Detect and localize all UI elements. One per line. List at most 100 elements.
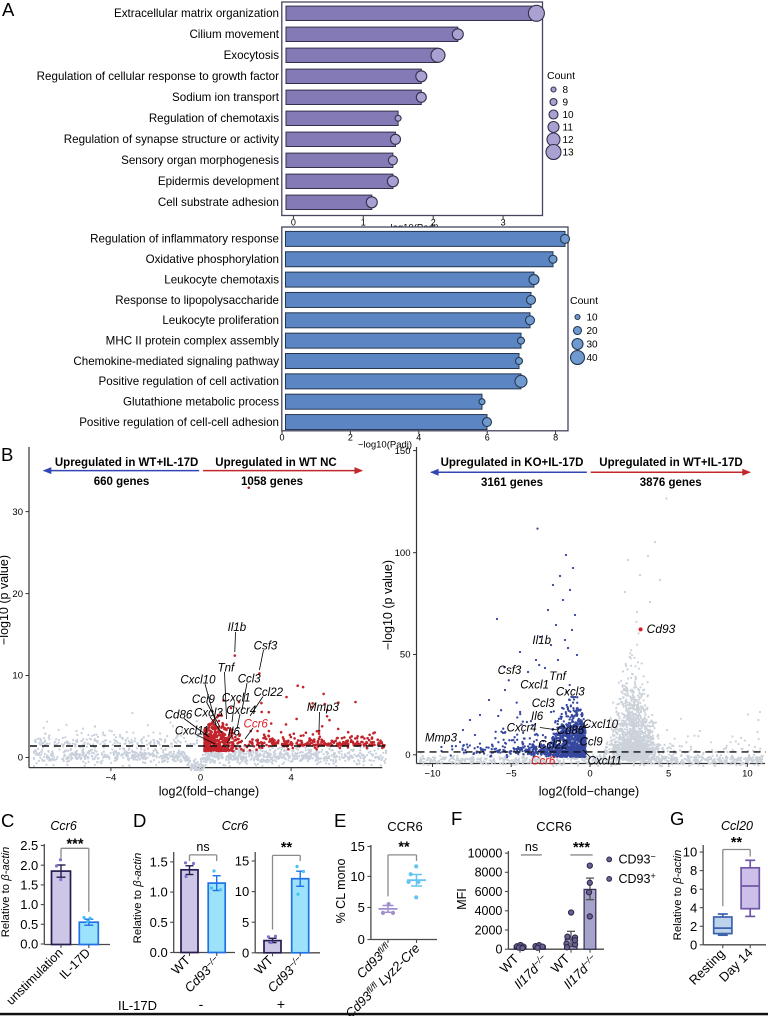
svg-text:1.0: 1.0 <box>20 897 38 912</box>
svg-text:11: 11 <box>563 123 574 134</box>
svg-text:Cd93: Cd93 <box>647 622 676 636</box>
svg-text:0: 0 <box>405 750 410 761</box>
svg-text:100: 100 <box>395 548 411 559</box>
svg-text:40: 40 <box>587 353 599 364</box>
svg-text:E: E <box>334 810 346 831</box>
svg-text:6000: 6000 <box>475 885 503 899</box>
svg-text:2: 2 <box>690 919 697 934</box>
svg-text:Glutathione metabolic process: Glutathione metabolic process <box>123 396 279 409</box>
svg-text:0: 0 <box>358 932 365 947</box>
svg-text:0: 0 <box>495 943 502 957</box>
svg-text:***: *** <box>67 837 84 853</box>
svg-text:4: 4 <box>416 433 421 443</box>
svg-text:Mmp3: Mmp3 <box>307 702 340 714</box>
svg-text:1058 genes: 1058 genes <box>241 476 303 488</box>
svg-text:Cxcl10: Cxcl10 <box>583 719 619 731</box>
svg-text:10: 10 <box>12 671 23 682</box>
svg-text:9: 9 <box>563 98 569 109</box>
svg-text:50: 50 <box>400 650 411 661</box>
svg-text:Tnf: Tnf <box>218 662 236 674</box>
svg-text:CCR6: CCR6 <box>536 819 571 834</box>
svg-text:Positive regulation of cell-ce: Positive regulation of cell-cell adhesio… <box>79 416 279 429</box>
svg-text:+: + <box>277 996 285 1012</box>
svg-text:5: 5 <box>358 900 365 915</box>
svg-text:Cxcl10: Cxcl10 <box>180 675 216 687</box>
svg-text:Il6: Il6 <box>228 727 241 739</box>
svg-text:10: 10 <box>742 769 753 780</box>
svg-text:CCR6: CCR6 <box>387 819 422 834</box>
svg-text:5: 5 <box>666 769 671 780</box>
svg-text:0: 0 <box>690 937 697 952</box>
svg-text:1.5: 1.5 <box>20 877 38 892</box>
svg-text:Upregulated in WT+IL-17D: Upregulated in WT+IL-17D <box>599 457 742 469</box>
svg-text:Chemokine-mediated signaling p: Chemokine-mediated signaling pathway <box>73 355 279 368</box>
svg-text:Upregulated in KO+IL-17D: Upregulated in KO+IL-17D <box>441 457 584 469</box>
svg-text:4: 4 <box>690 900 697 915</box>
svg-text:Epidermis development: Epidermis development <box>158 175 280 188</box>
svg-text:Ccl3: Ccl3 <box>238 673 262 685</box>
svg-text:−10: −10 <box>424 769 440 780</box>
svg-text:−log10(Padj): −log10(Padj) <box>358 440 412 451</box>
svg-text:% CL mono: % CL mono <box>334 859 348 924</box>
svg-text:Regulation of synapse structur: Regulation of synapse structure or activ… <box>64 133 279 146</box>
svg-text:-: - <box>199 996 204 1012</box>
svg-text:0: 0 <box>587 769 592 780</box>
svg-text:1: 1 <box>361 218 366 228</box>
svg-text:2.5: 2.5 <box>20 838 38 853</box>
svg-text:3876 genes: 3876 genes <box>640 477 702 489</box>
svg-text:Ccr6: Ccr6 <box>222 819 248 833</box>
svg-text:Cxcl3: Cxcl3 <box>556 687 585 699</box>
svg-text:A: A <box>2 0 15 20</box>
svg-text:15: 15 <box>235 854 249 869</box>
svg-text:0: 0 <box>279 433 284 443</box>
svg-text:Cxcr4: Cxcr4 <box>226 705 256 717</box>
svg-text:Il1b: Il1b <box>532 635 551 647</box>
svg-text:Ccr6: Ccr6 <box>50 819 76 833</box>
svg-text:4: 4 <box>288 773 293 784</box>
svg-text:Csf3: Csf3 <box>254 641 278 653</box>
svg-text:10000: 10000 <box>468 846 503 860</box>
svg-text:Upregulated in WT+IL-17D: Upregulated in WT+IL-17D <box>55 457 198 469</box>
svg-text:F: F <box>451 808 462 829</box>
svg-text:Cxcl11: Cxcl11 <box>175 725 209 737</box>
svg-text:Tnf: Tnf <box>549 671 567 683</box>
svg-text:0.0: 0.0 <box>150 945 168 960</box>
svg-text:MFI: MFI <box>455 888 469 910</box>
svg-text:G: G <box>670 808 684 829</box>
svg-text:ns: ns <box>196 840 209 854</box>
svg-text:20: 20 <box>12 589 23 600</box>
svg-text:0: 0 <box>291 218 296 228</box>
svg-text:B: B <box>1 444 13 465</box>
svg-text:−log10 (p value): −log10 (p value) <box>381 560 395 650</box>
svg-text:8: 8 <box>553 433 558 443</box>
svg-text:Regulation of chemotaxis: Regulation of chemotaxis <box>149 112 279 125</box>
svg-text:Extracellular matrix organizat: Extracellular matrix organization <box>114 7 279 20</box>
svg-text:Cxcr4: Cxcr4 <box>507 722 537 734</box>
svg-text:ns: ns <box>525 840 538 854</box>
svg-text:Regulation of inflammatory res: Regulation of inflammatory response <box>90 233 279 246</box>
svg-text:Mmp3: Mmp3 <box>425 733 458 745</box>
svg-text:8000: 8000 <box>475 866 503 880</box>
svg-text:log2(fold−change): log2(fold−change) <box>159 785 259 799</box>
svg-text:0.5: 0.5 <box>20 917 38 932</box>
svg-text:C: C <box>1 810 14 831</box>
svg-text:Ccl3: Ccl3 <box>532 698 556 710</box>
svg-text:660 genes: 660 genes <box>94 476 150 488</box>
svg-text:−4: −4 <box>105 773 116 784</box>
svg-text:**: ** <box>731 835 743 851</box>
svg-text:Cxcl11: Cxcl11 <box>588 755 622 767</box>
svg-text:3161 genes: 3161 genes <box>481 477 543 489</box>
svg-text:Ccl20: Ccl20 <box>721 819 753 833</box>
svg-text:***: *** <box>573 840 590 856</box>
svg-text:10: 10 <box>587 313 599 324</box>
svg-text:−5: −5 <box>506 769 517 780</box>
svg-text:10: 10 <box>683 845 697 860</box>
svg-text:Ccl22: Ccl22 <box>254 687 284 699</box>
svg-text:20: 20 <box>587 326 599 337</box>
svg-text:Il1b: Il1b <box>228 622 247 634</box>
svg-text:Sodium ion transport: Sodium ion transport <box>172 91 280 104</box>
svg-text:0: 0 <box>18 753 23 764</box>
svg-text:10: 10 <box>563 110 575 121</box>
svg-text:Oxidative phosphorylation: Oxidative phosphorylation <box>146 253 279 266</box>
svg-text:Cxcl1: Cxcl1 <box>520 679 549 691</box>
